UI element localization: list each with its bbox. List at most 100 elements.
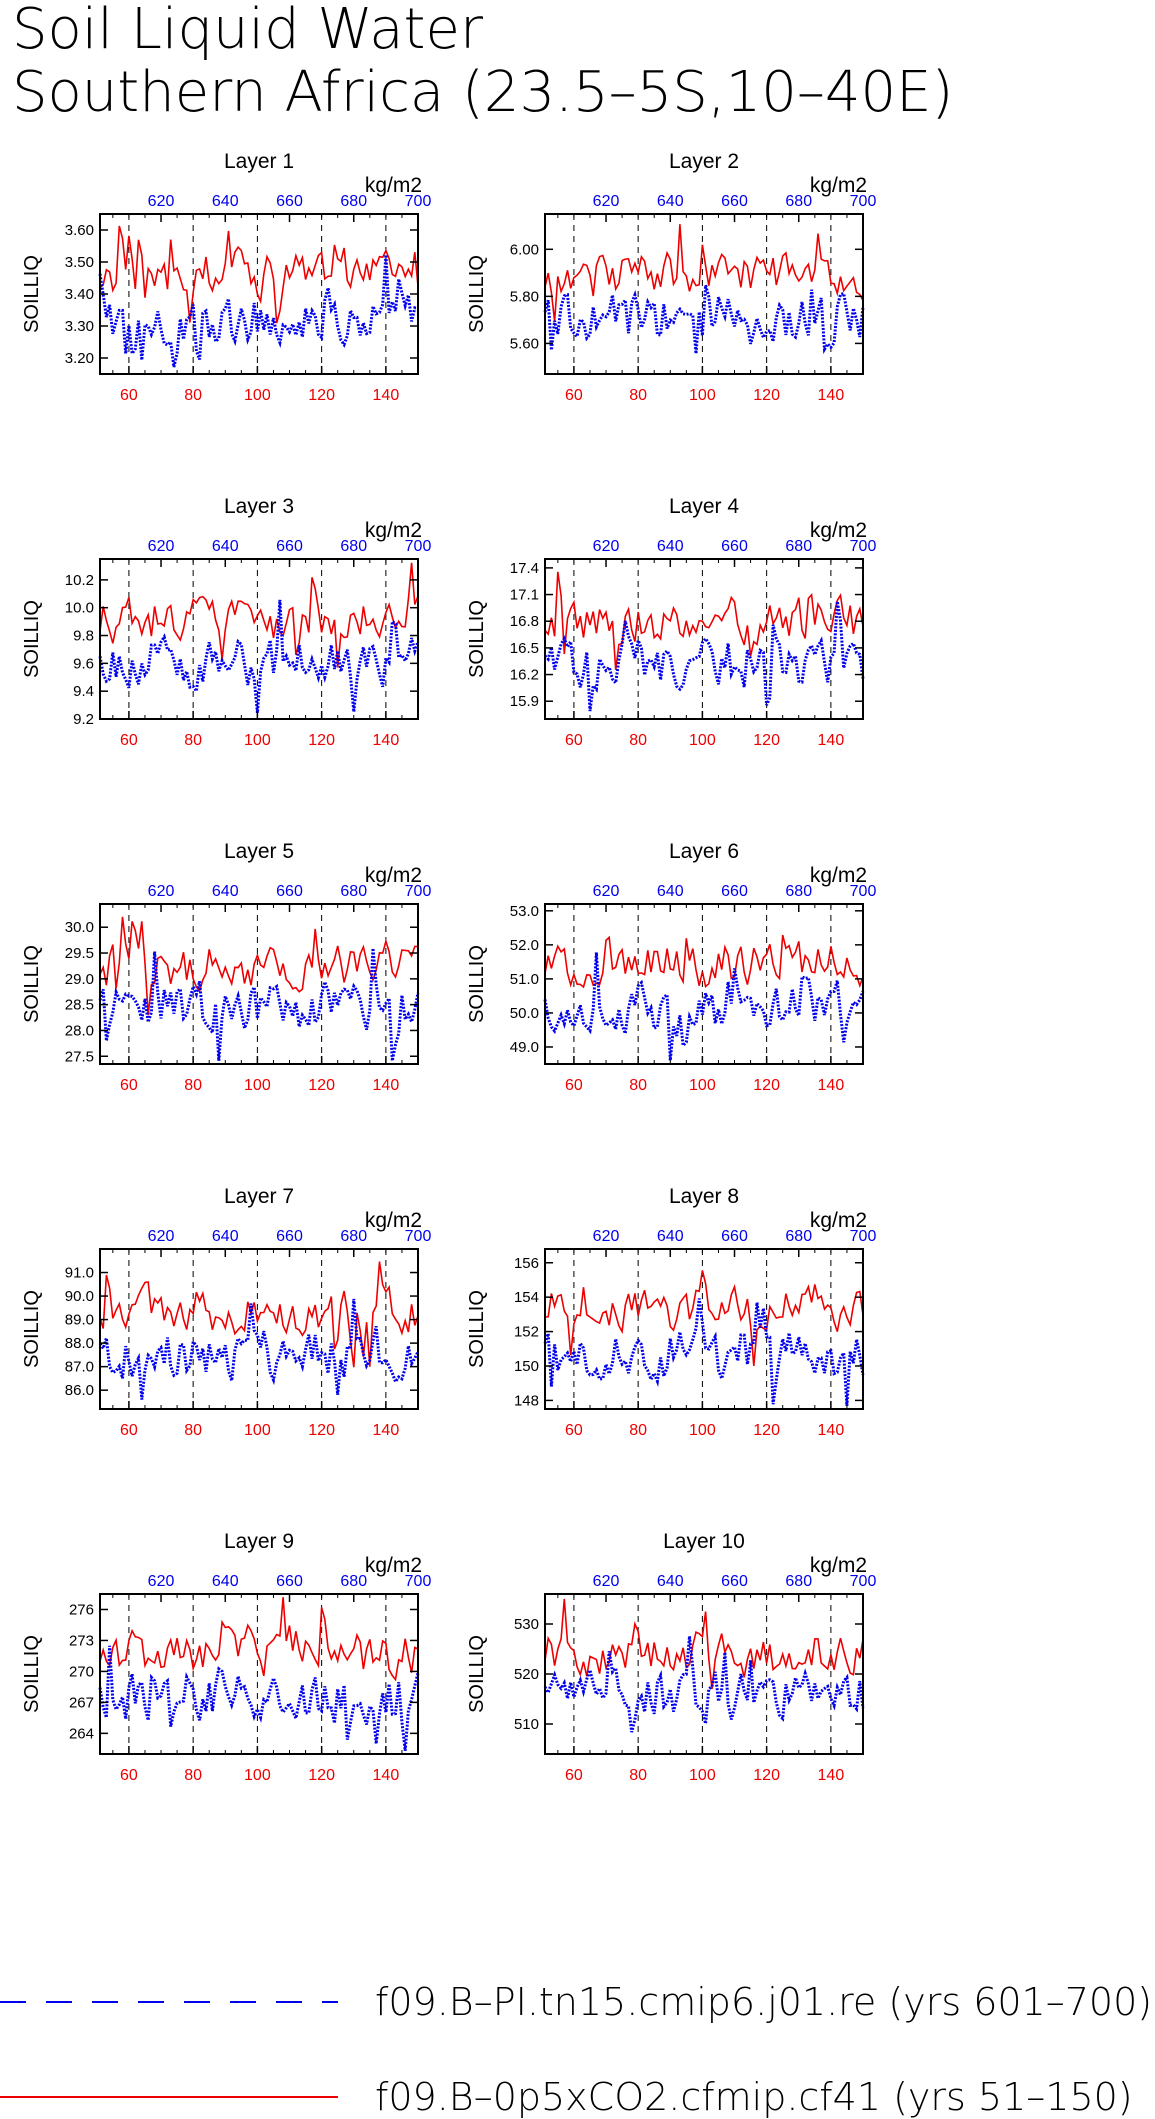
- x-top-tick-label: 620: [148, 1228, 175, 1245]
- x-tick-label: 120: [753, 732, 780, 749]
- y-tick-label: 90.0: [65, 1288, 94, 1305]
- y-tick-label: 267: [69, 1694, 94, 1711]
- figure-title-line1: Soil Liquid Water: [12, 0, 483, 62]
- x-top-tick-label: 660: [276, 1573, 303, 1590]
- x-top-tick-label: 680: [785, 1228, 812, 1245]
- x-tick-label: 140: [373, 732, 400, 749]
- x-tick-label: 140: [818, 1767, 845, 1784]
- plot-frame: [99, 558, 419, 720]
- y-tick-label: 148: [514, 1392, 539, 1409]
- series-red: [99, 225, 419, 324]
- x-top-tick-label: 660: [276, 193, 303, 210]
- series-blue: [543, 601, 865, 712]
- y-tick-label: 9.6: [73, 655, 94, 672]
- x-top-tick-label: 660: [721, 1228, 748, 1245]
- units-label: kg/m2: [810, 519, 867, 542]
- x-top-tick-label: 640: [212, 193, 239, 210]
- y-tick-label: 273: [69, 1632, 94, 1649]
- panel-title: Layer 6: [669, 840, 739, 863]
- series-blue: [98, 254, 419, 368]
- x-top-tick-label: 620: [593, 1228, 620, 1245]
- x-top-tick-label: 660: [721, 538, 748, 555]
- x-top-tick-label: 660: [721, 193, 748, 210]
- y-tick-label: 91.0: [65, 1265, 94, 1282]
- units-label: kg/m2: [810, 174, 867, 197]
- panel-2: Layer 2 kg/m2 SOILLIQ 60 80 100 120 140 620 640 66…: [466, 150, 876, 404]
- x-top-tick-label: 660: [721, 883, 748, 900]
- series-red: [544, 934, 864, 989]
- series-blue: [98, 1298, 420, 1400]
- panel-title: Layer 5: [224, 840, 294, 863]
- x-tick-label: 80: [184, 1077, 202, 1094]
- y-tick-label: 530: [514, 1616, 539, 1633]
- x-tick-label: 140: [818, 1422, 845, 1439]
- x-tick-label: 100: [244, 1422, 271, 1439]
- x-top-tick-label: 660: [276, 1228, 303, 1245]
- y-tick-label: 10.2: [65, 572, 94, 589]
- x-tick-label: 100: [244, 1767, 271, 1784]
- x-tick-label: 140: [373, 1422, 400, 1439]
- panel-4: Layer 4 kg/m2 SOILLIQ 60 80 100 120 140 620 640 66…: [466, 495, 876, 749]
- series-red: [544, 224, 864, 322]
- panel-1: Layer 1 kg/m2 SOILLIQ 60 80 100 120 140 620 640 66…: [21, 150, 431, 404]
- x-top-tick-label: 680: [785, 538, 812, 555]
- x-top-tick-label: 620: [593, 193, 620, 210]
- x-tick-label: 80: [184, 1422, 202, 1439]
- x-top-tick-label: 620: [148, 883, 175, 900]
- y-tick-label: 9.8: [73, 628, 94, 645]
- y-tick-label: 270: [69, 1663, 94, 1680]
- x-tick-label: 100: [689, 1767, 716, 1784]
- y-tick-label: 88.0: [65, 1335, 94, 1352]
- x-tick-label: 140: [818, 387, 845, 404]
- y-tick-label: 16.8: [510, 613, 539, 630]
- y-tick-label: 52.0: [510, 937, 539, 954]
- x-top-tick-label: 620: [593, 883, 620, 900]
- x-tick-label: 100: [689, 1422, 716, 1439]
- x-tick-label: 80: [184, 1767, 202, 1784]
- x-top-tick-label: 640: [657, 883, 684, 900]
- y-tick-label: 17.1: [510, 587, 539, 604]
- x-tick-label: 100: [689, 1077, 716, 1094]
- units-label: kg/m2: [365, 864, 422, 887]
- y-tick-label: 16.5: [510, 640, 539, 657]
- x-top-tick-label: 640: [657, 1228, 684, 1245]
- y-tick-label: 9.2: [73, 711, 94, 728]
- x-top-tick-label: 640: [212, 1228, 239, 1245]
- series-red: [99, 916, 419, 1016]
- panel-3: Layer 3 kg/m2 SOILLIQ 60 80 100 120 140 620 640 66…: [21, 495, 431, 749]
- x-top-tick-label: 680: [340, 193, 367, 210]
- y-tick-label: 276: [69, 1601, 94, 1618]
- x-top-tick-label: 700: [850, 538, 877, 555]
- series-blue: [98, 1645, 420, 1751]
- legend: f09.B–PI.tn15.cmip6.j01.re (yrs 601–700)…: [0, 1980, 1152, 2119]
- series-red: [544, 1270, 864, 1366]
- series-blue: [543, 284, 865, 355]
- x-tick-label: 120: [308, 1077, 335, 1094]
- x-tick-label: 100: [689, 732, 716, 749]
- units-label: kg/m2: [810, 864, 867, 887]
- y-tick-label: 3.40: [65, 286, 94, 303]
- panel-title: Layer 2: [669, 150, 739, 173]
- y-axis-label: SOILLIQ: [21, 255, 43, 333]
- panel-8: Layer 8 kg/m2 SOILLIQ 60 80 100 120 140 620 640 66…: [466, 1185, 876, 1439]
- y-tick-label: 264: [69, 1725, 94, 1742]
- x-tick-label: 80: [629, 1077, 647, 1094]
- legend-label-blue: f09.B–PI.tn15.cmip6.j01.re (yrs 601–700): [375, 1980, 1152, 2024]
- plot-frame: [544, 213, 864, 375]
- panel-title: Layer 7: [224, 1185, 294, 1208]
- plot-frame: [544, 1248, 864, 1410]
- x-top-tick-label: 700: [405, 1573, 432, 1590]
- x-tick-label: 140: [373, 1077, 400, 1094]
- panel-7: Layer 7 kg/m2 SOILLIQ 60 80 100 120 140 620 640 66…: [21, 1185, 431, 1439]
- x-tick-label: 80: [629, 387, 647, 404]
- x-tick-label: 80: [184, 387, 202, 404]
- y-tick-label: 87.0: [65, 1359, 94, 1376]
- units-label: kg/m2: [810, 1554, 867, 1577]
- y-tick-label: 3.50: [65, 254, 94, 271]
- panel-title: Layer 10: [663, 1530, 745, 1553]
- x-tick-label: 140: [818, 1077, 845, 1094]
- x-tick-label: 60: [565, 732, 583, 749]
- x-top-tick-label: 680: [785, 193, 812, 210]
- x-tick-label: 120: [308, 732, 335, 749]
